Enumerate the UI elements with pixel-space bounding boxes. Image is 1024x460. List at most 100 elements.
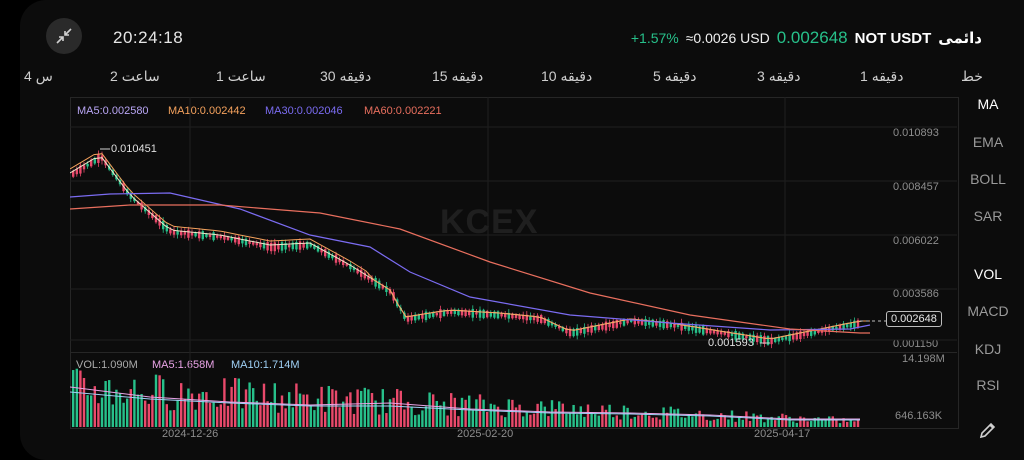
candle — [720, 331, 723, 335]
candle — [759, 335, 762, 344]
candle — [496, 311, 500, 319]
candle — [187, 229, 190, 238]
candle — [856, 320, 860, 328]
timeframe-15m[interactable]: 15 دقیقه — [432, 68, 484, 84]
timeframe-3m[interactable]: 3 دقیقه — [757, 68, 801, 84]
volume-bar — [561, 403, 564, 427]
candle — [842, 323, 845, 330]
indicator-boll[interactable]: BOLL — [970, 171, 1006, 187]
candle — [799, 331, 802, 340]
candle — [345, 263, 348, 266]
volume-bar — [752, 413, 755, 427]
timeframe-1h[interactable]: 1 ساعت — [216, 68, 266, 84]
candle — [162, 220, 165, 230]
candle — [212, 232, 215, 241]
candle — [766, 336, 770, 345]
volume-bar — [126, 398, 129, 427]
candle — [457, 309, 460, 316]
volume-bar — [270, 401, 273, 427]
volume-bar — [525, 412, 528, 427]
candle — [190, 232, 194, 236]
candle — [277, 243, 280, 250]
candle — [770, 337, 773, 345]
timeframe-line[interactable]: خط — [961, 68, 983, 84]
timeframe-30m[interactable]: 30 دقیقه — [320, 68, 372, 84]
volume-bar — [432, 394, 435, 427]
candle — [421, 314, 424, 319]
volume-bar — [230, 386, 233, 427]
volume-bar — [673, 409, 676, 427]
volume-bar — [856, 418, 860, 427]
volume-bar — [727, 419, 730, 427]
pair-name[interactable]: NOT USDT — [854, 30, 932, 47]
candle — [241, 239, 244, 244]
volume-bar — [298, 393, 302, 427]
candle — [579, 329, 582, 334]
volume-bar — [482, 399, 485, 427]
volume-bar — [291, 407, 294, 427]
indicator-kdj[interactable]: KDJ — [974, 341, 1002, 357]
timeframe-4h[interactable]: 4 س — [24, 68, 53, 84]
candle — [655, 321, 658, 326]
volume-bar — [680, 417, 683, 427]
volume-bar — [190, 393, 194, 427]
chart-panel[interactable] — [70, 97, 959, 429]
timeframe-2h[interactable]: 2 ساعت — [110, 68, 160, 84]
timeframe-5m[interactable]: 5 دقیقه — [653, 68, 697, 84]
volume-bar — [356, 389, 359, 427]
candle — [680, 322, 683, 331]
candle — [658, 320, 662, 327]
indicator-macd[interactable]: MACD — [967, 303, 1009, 319]
volume-bar — [226, 405, 230, 427]
volume-bar — [241, 408, 244, 427]
volume-bar — [694, 413, 698, 427]
volume-bar — [392, 397, 395, 427]
candle — [561, 326, 564, 332]
vol-ma10-legend: MA10:1.714M — [231, 359, 300, 371]
draw-pencil-icon[interactable] — [978, 420, 998, 440]
volume-bar — [655, 417, 658, 427]
volume-bar — [518, 404, 521, 427]
indicator-ma[interactable]: MA — [977, 96, 999, 112]
volume-bar — [676, 408, 680, 427]
volume-bar — [590, 411, 593, 427]
volume-bar — [313, 410, 316, 427]
volume-bar — [756, 415, 759, 427]
volume-bar — [788, 416, 791, 427]
volume-bar — [781, 413, 784, 427]
candle — [140, 202, 143, 210]
candle — [543, 318, 546, 324]
volume-bar — [604, 409, 608, 427]
volume-bar — [176, 400, 179, 427]
volume-bar — [795, 422, 798, 427]
indicator-sar[interactable]: SAR — [973, 208, 1003, 224]
candle — [486, 311, 489, 318]
volume-bar — [446, 415, 449, 427]
volume-bar — [154, 374, 158, 427]
candle — [255, 243, 258, 246]
volume-bar — [806, 421, 809, 427]
volume-bar — [360, 390, 363, 427]
volume-bar — [774, 420, 777, 427]
timeframe-1m[interactable]: 1 دقیقه — [860, 68, 904, 84]
indicator-rsi[interactable]: RSI — [976, 377, 1000, 393]
candle — [601, 323, 604, 330]
volume-bar — [730, 410, 734, 427]
candlestick-chart[interactable] — [70, 97, 957, 427]
candle — [342, 260, 345, 266]
volume-bar — [489, 403, 492, 427]
volume-bar — [594, 414, 597, 427]
indicator-vol[interactable]: VOL — [973, 266, 1002, 282]
volume-bar — [738, 417, 741, 427]
candle — [428, 312, 431, 318]
candle — [90, 159, 93, 167]
indicator-ema[interactable]: EMA — [972, 134, 1004, 150]
timeframe-10m[interactable]: 10 دقیقه — [541, 68, 593, 84]
candle — [424, 311, 428, 321]
collapse-button[interactable] — [46, 18, 82, 54]
candle — [363, 272, 366, 279]
y-axis-label: 0.010893 — [893, 127, 939, 139]
candle — [86, 163, 89, 167]
candle — [687, 324, 690, 331]
candle — [482, 309, 485, 319]
